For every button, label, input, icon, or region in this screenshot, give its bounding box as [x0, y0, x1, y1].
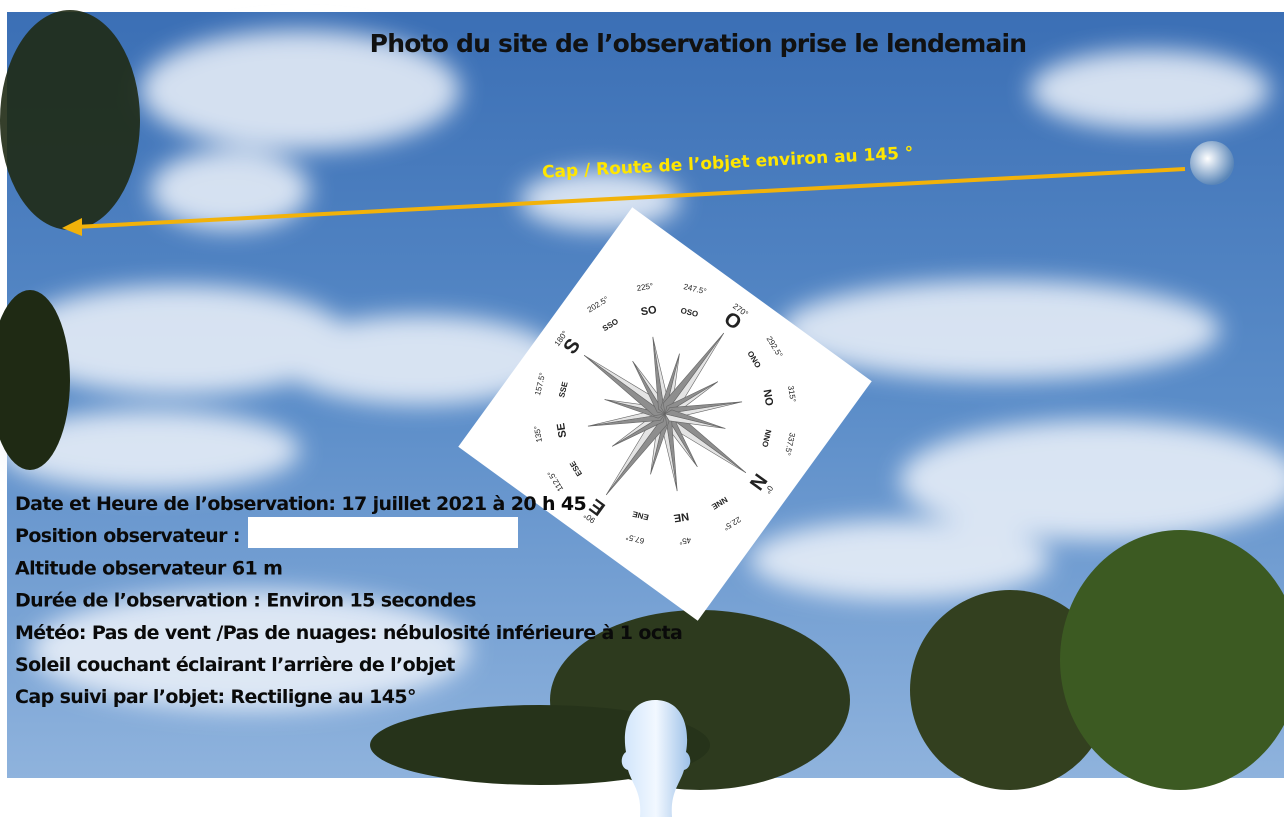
info-line: Durée de l’observation : Environ 15 seco…	[15, 590, 476, 612]
observer-head	[622, 700, 691, 817]
compass-label: SO	[640, 304, 658, 318]
compass-degrees: 45°	[678, 535, 691, 546]
title: Photo du site de l’observation prise le …	[370, 29, 1027, 58]
redacted-box	[248, 517, 518, 548]
page: {"title": "Photo du site de l’observatio…	[0, 0, 1284, 817]
info-line: Soleil couchant éclairant l’arrière de l…	[15, 654, 455, 676]
compass-label: NE	[673, 510, 690, 524]
compass-label: SE	[555, 422, 569, 438]
info-line: Cap suivi par l’objet: Rectiligne au 145…	[15, 686, 416, 708]
info-line: Météo: Pas de vent /Pas de nuages: nébul…	[15, 622, 682, 644]
info-line: Position observateur :	[15, 525, 240, 547]
scene: Cap / Route de l’objet environ au 145 ° …	[0, 0, 1284, 817]
info-line: Date et Heure de l’observation: 17 juill…	[15, 493, 586, 515]
info-line: Altitude observateur 61 m	[15, 557, 282, 579]
